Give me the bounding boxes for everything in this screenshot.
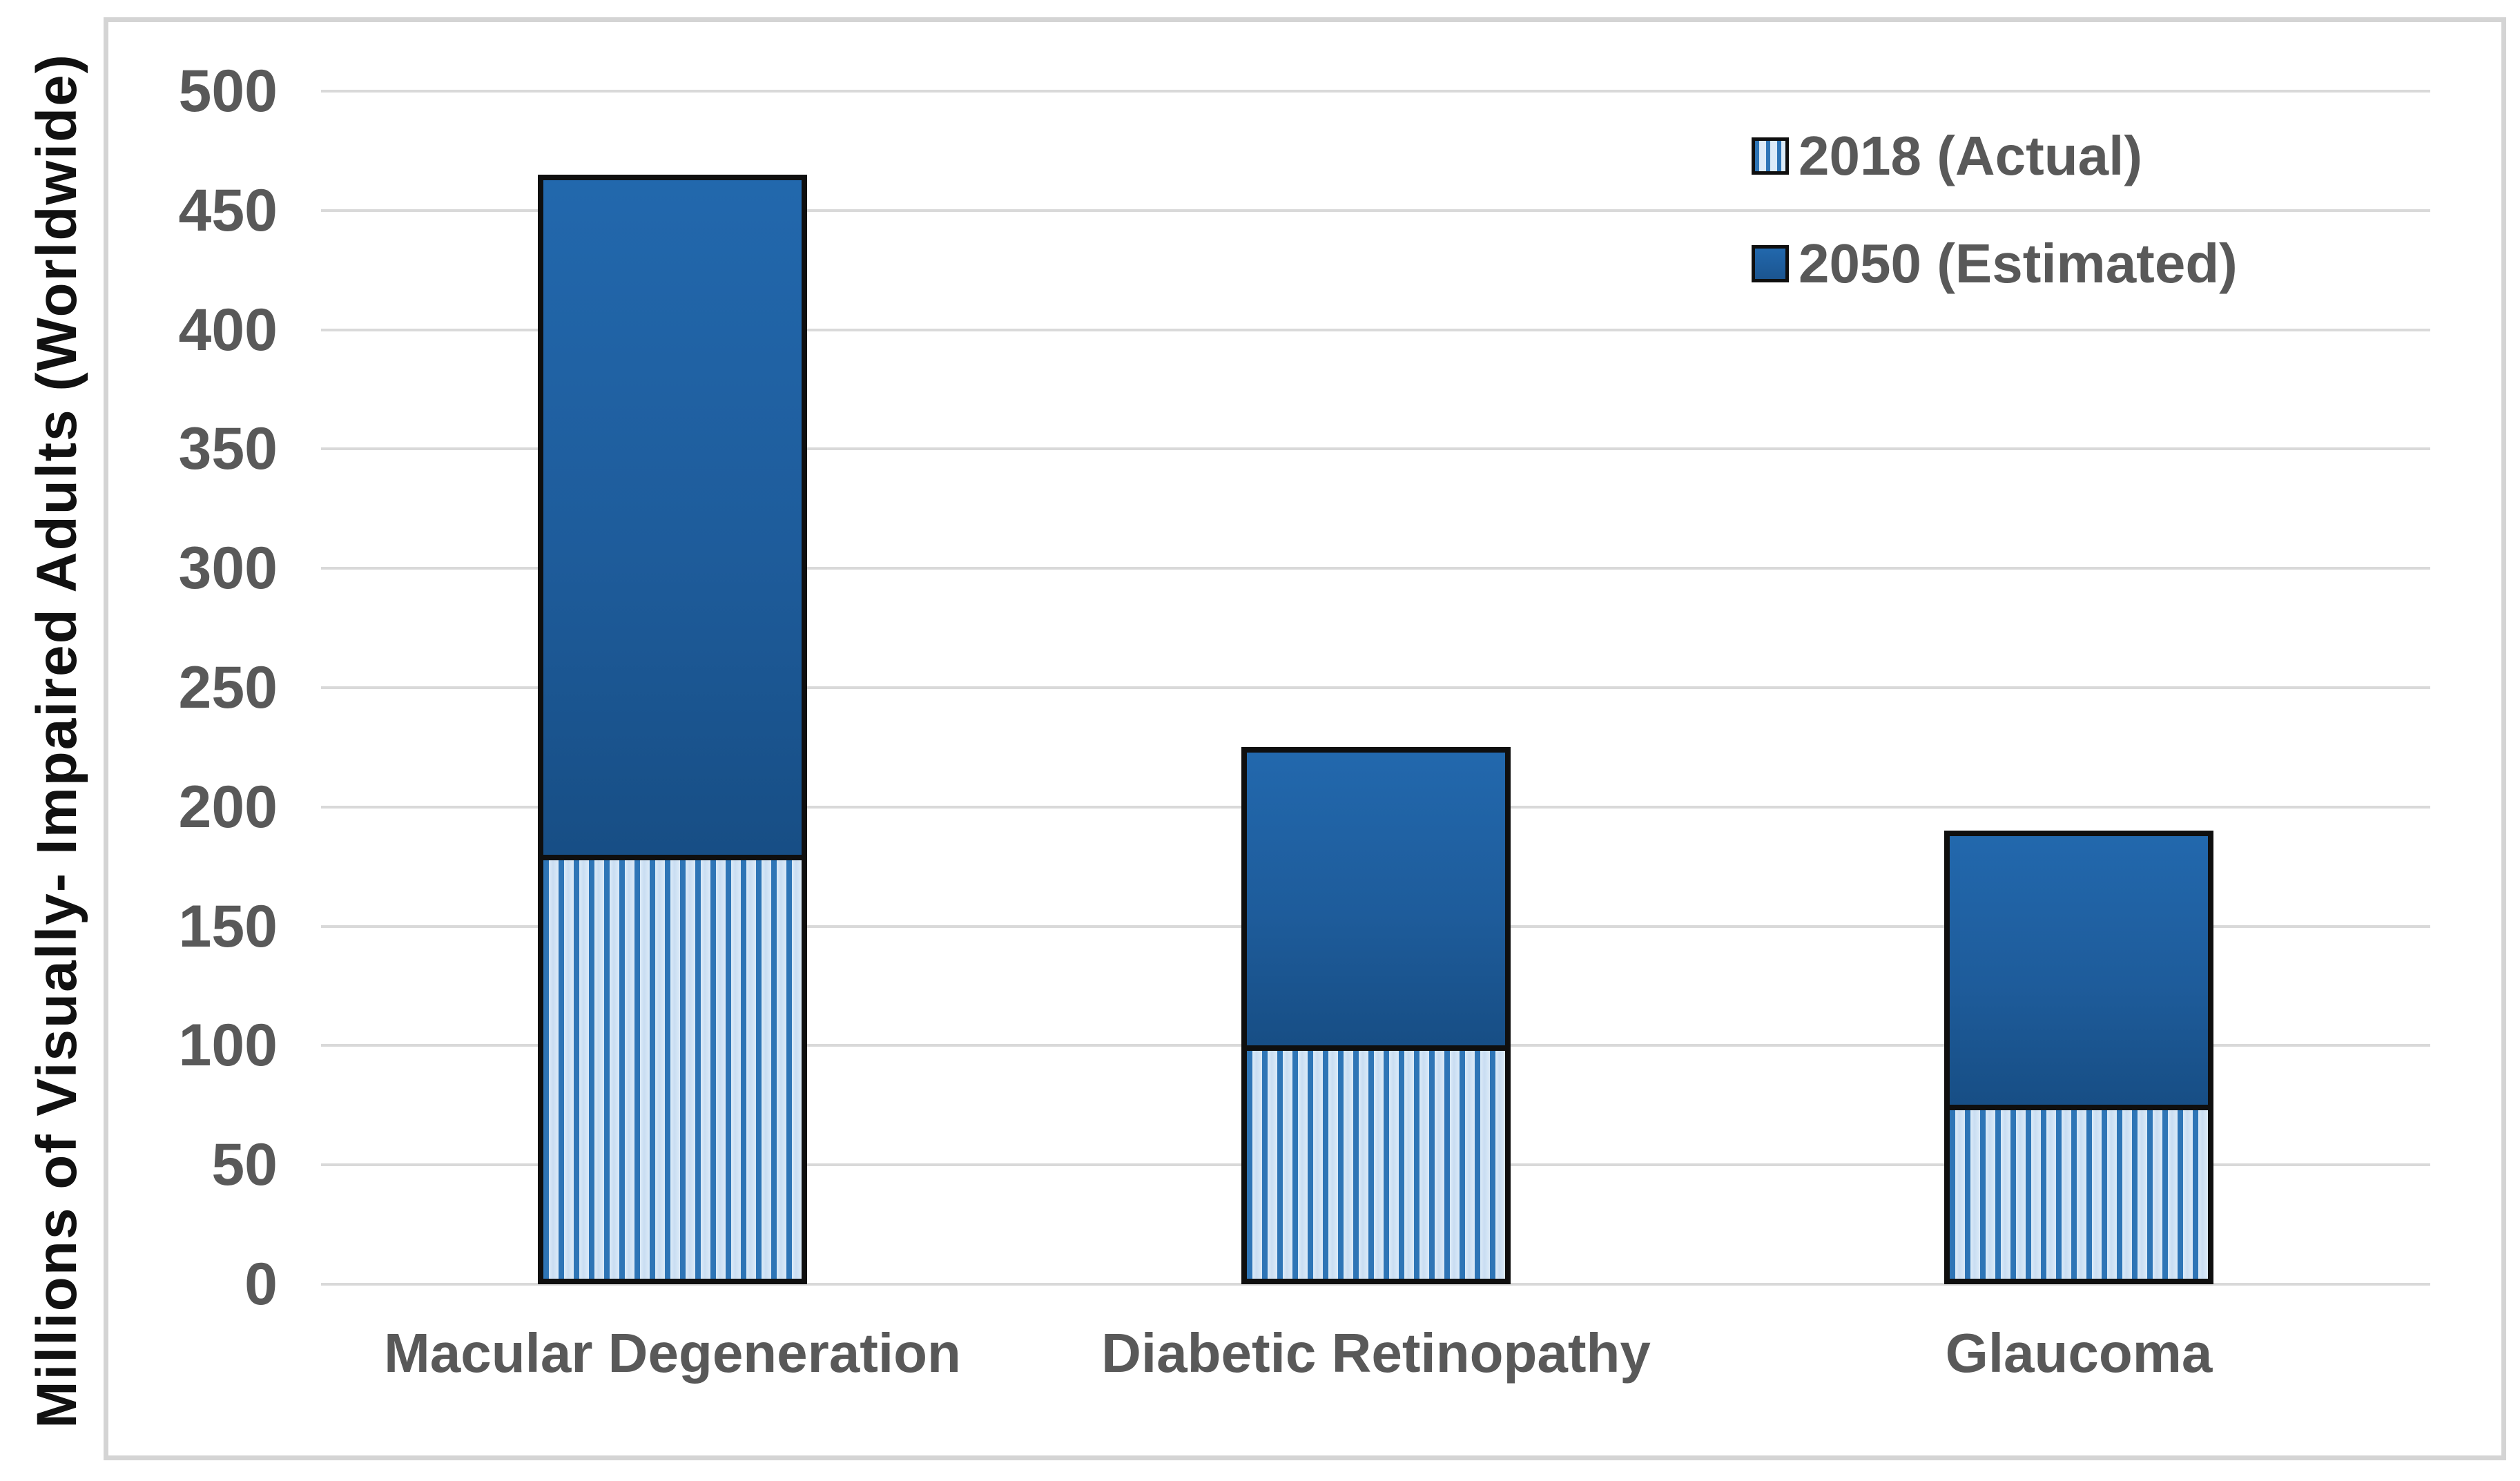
gridline-0 <box>321 1283 2430 1286</box>
y-tick-label-200: 200 <box>178 773 278 840</box>
y-tick-label-50: 50 <box>211 1132 278 1199</box>
y-tick-label-400: 400 <box>178 296 278 363</box>
gridline-350 <box>321 447 2430 451</box>
y-axis-title: Millions of Visually- Impaired Adults (W… <box>26 52 88 1429</box>
legend-swatch-solid <box>1752 245 1789 282</box>
bar-diabetic-retinopathy <box>1241 747 1511 1284</box>
y-tick-label-250: 250 <box>178 655 278 721</box>
gridline-300 <box>321 567 2430 570</box>
legend-label-2: 2050 (Estimated) <box>1799 233 2238 294</box>
y-tick-label-450: 450 <box>178 177 278 244</box>
x-category-label-2: Diabetic Retinopathy <box>1101 1322 1651 1384</box>
x-category-label-3: Glaucoma <box>1945 1322 2213 1384</box>
gridline-400 <box>321 328 2430 331</box>
bar-segment-2050-3 <box>1950 836 2208 1110</box>
y-tick-label-150: 150 <box>178 893 278 960</box>
bar-glaucoma <box>1944 831 2213 1284</box>
legend-label-1: 2018 (Actual) <box>1799 125 2142 186</box>
x-category-label-1: Macular Degeneration <box>384 1322 961 1384</box>
gridline-250 <box>321 686 2430 689</box>
y-tick-label-500: 500 <box>178 58 278 124</box>
gridline-450 <box>321 209 2430 212</box>
legend-item-1: 2018 (Actual) <box>1752 127 2142 185</box>
gridline-500 <box>321 90 2430 93</box>
y-tick-label-100: 100 <box>178 1012 278 1079</box>
y-tick-label-300: 300 <box>178 535 278 602</box>
y-tick-label-350: 350 <box>178 416 278 483</box>
chart-frame: 0 50 100 150 200 250 300 350 400 450 500 Macular De… <box>104 17 2506 1460</box>
bar-segment-2050-1 <box>543 180 802 860</box>
legend-item-2: 2050 (Estimated) <box>1752 235 2238 293</box>
legend-swatch-striped <box>1752 137 1789 175</box>
bar-macular-degeneration <box>538 175 807 1284</box>
y-axis-title-area: Millions of Visually- Impaired Adults (W… <box>6 0 109 1481</box>
y-tick-label-0: 0 <box>244 1251 278 1317</box>
bar-segment-2050-2 <box>1247 753 1505 1051</box>
